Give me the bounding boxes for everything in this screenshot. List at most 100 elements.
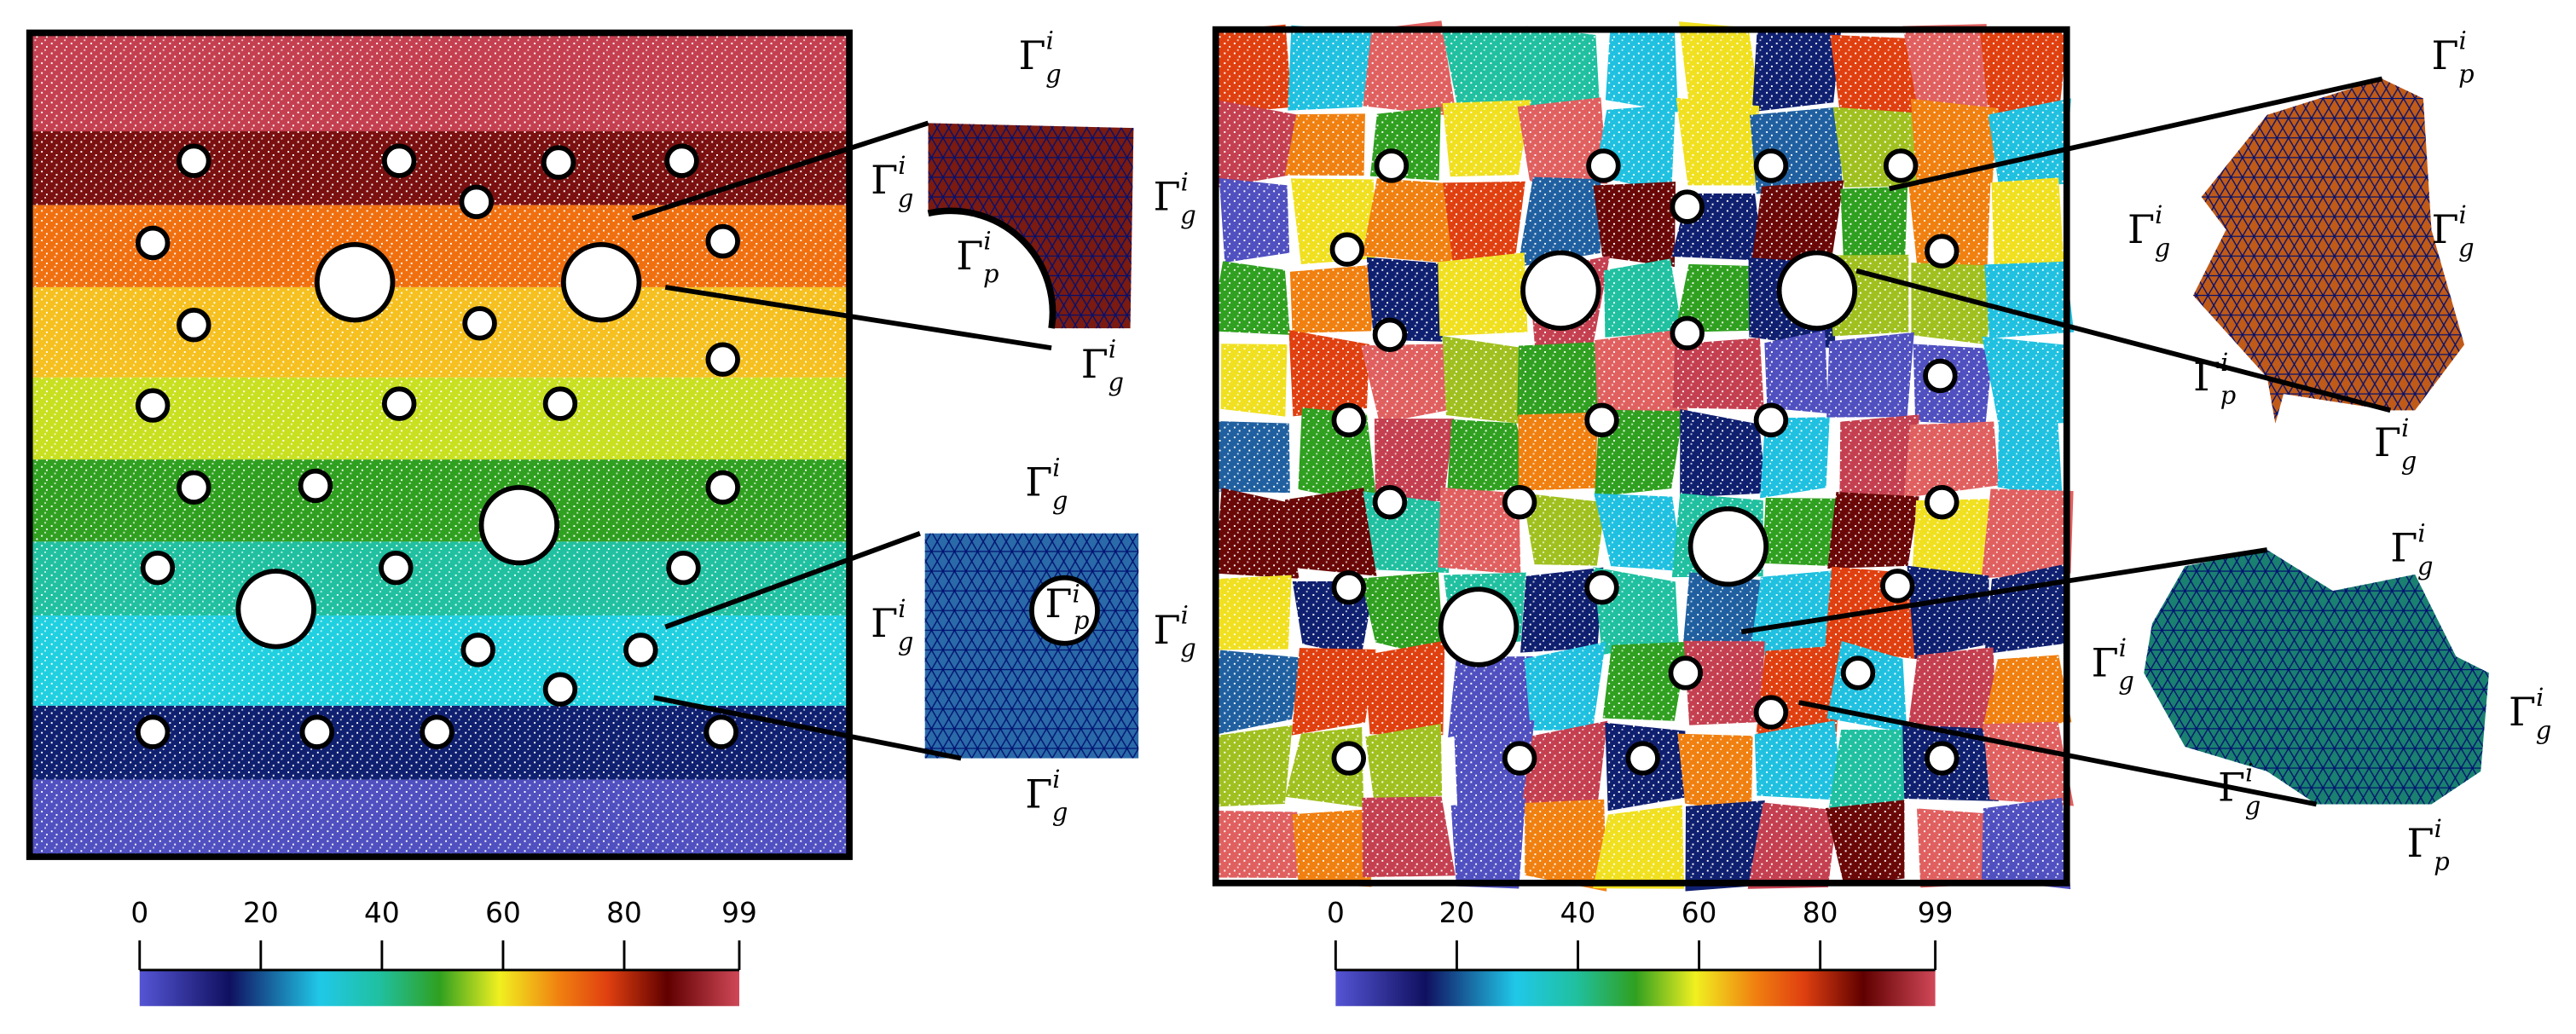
label-sup: i xyxy=(898,594,906,623)
hole xyxy=(299,714,335,749)
hole xyxy=(1670,189,1705,224)
hole xyxy=(705,470,740,505)
label-sub: g xyxy=(1180,200,1195,229)
domain-border xyxy=(26,29,853,860)
boundary-label: Γi g xyxy=(1025,765,1068,826)
label-sup: i xyxy=(2434,814,2442,843)
hole xyxy=(1372,484,1408,520)
boundary-label: Γi g xyxy=(2092,633,2134,695)
hole xyxy=(459,184,494,220)
label-sup: i xyxy=(1072,580,1080,609)
boundary-label: Γi g xyxy=(871,151,913,212)
hole xyxy=(664,143,699,178)
hole xyxy=(1584,570,1619,605)
label-sup: i xyxy=(898,151,906,180)
hole xyxy=(705,342,740,377)
hole xyxy=(1776,250,1858,331)
hole xyxy=(1883,148,1919,183)
label-base: Γ xyxy=(2218,765,2245,811)
label-sub: g xyxy=(2155,233,2170,262)
hole xyxy=(1372,317,1408,352)
hole xyxy=(542,672,578,707)
colorbar-tick-label: 0 xyxy=(130,897,148,929)
label-sub: g xyxy=(2417,552,2433,581)
hole xyxy=(1584,402,1619,438)
hole xyxy=(1374,148,1410,183)
label-sup: i xyxy=(2220,348,2228,377)
hole xyxy=(1331,570,1367,605)
label-sub: g xyxy=(1108,367,1123,396)
label-sub: g xyxy=(2536,715,2551,744)
boundary-label: Γi g xyxy=(2431,200,2474,262)
boundary-label: Γi g xyxy=(2218,758,2261,819)
label-base: Γ xyxy=(2374,419,2401,465)
label-base: Γ xyxy=(1025,459,1052,505)
boundary-label: Γi g xyxy=(2374,413,2417,475)
label-base: Γ xyxy=(2127,206,2155,252)
boundary-label: Γi g xyxy=(871,594,913,656)
colorbar-tick-label: 99 xyxy=(721,897,757,929)
hole xyxy=(1438,586,1520,667)
hole xyxy=(1520,250,1601,331)
boundary-label: Γi g xyxy=(1154,601,1196,662)
colorbar-tick-label: 20 xyxy=(1439,897,1475,929)
colorbar-tick-label: 40 xyxy=(1560,897,1596,929)
hole xyxy=(135,225,171,261)
insets xyxy=(631,76,2489,807)
hole xyxy=(1331,741,1367,776)
colorbar-tick-label: 20 xyxy=(243,897,279,929)
hole xyxy=(666,550,701,586)
label-sup: i xyxy=(2417,518,2425,547)
hole xyxy=(1586,148,1621,183)
label-sub: g xyxy=(2401,447,2417,476)
label-sup: i xyxy=(1052,765,1060,794)
inset-hole xyxy=(1029,575,1100,646)
left-domain xyxy=(26,29,853,860)
hole xyxy=(705,223,740,259)
label-sup: i xyxy=(2245,758,2253,787)
label-sup: i xyxy=(2155,200,2162,229)
boundary-labels: Γi gΓi g Γi gΓi pΓi gΓi gΓi gΓi p Γi gΓi gΓi pΓi g Γi gΓ… xyxy=(871,26,2551,876)
hole xyxy=(1331,402,1367,438)
hole xyxy=(1502,484,1537,520)
hole xyxy=(298,468,333,504)
inset-mesh xyxy=(2144,550,2489,805)
hole xyxy=(1687,505,1769,587)
hole xyxy=(1925,741,1959,776)
boundary-label: Γi g xyxy=(2509,683,2551,744)
label-base: Γ xyxy=(871,157,898,203)
label-sup: i xyxy=(1181,167,1189,196)
boundary-label: Γi p xyxy=(2407,814,2450,875)
colorbar xyxy=(1335,969,1936,1007)
label-base: Γ xyxy=(1154,607,1181,653)
hole xyxy=(177,470,211,505)
boundary-label: Γi g xyxy=(1154,167,1196,228)
boundary-label: Γi g xyxy=(1025,453,1068,514)
label-sup: i xyxy=(1052,453,1060,482)
connector-lines xyxy=(631,76,2392,807)
boundary-label: Γi g xyxy=(2127,200,2170,262)
colorbar-tick-label: 0 xyxy=(1327,897,1345,929)
label-sub: p xyxy=(2434,846,2449,875)
label-sub: p xyxy=(2458,59,2474,88)
colorbar-tick-label: 99 xyxy=(1918,897,1954,929)
hole xyxy=(1670,315,1705,351)
boundary-label: Γi p xyxy=(956,227,999,288)
colorbar-tick-label: 80 xyxy=(1803,897,1838,929)
label-base: Γ xyxy=(2407,820,2434,866)
colorbar xyxy=(139,969,739,1007)
hole xyxy=(379,550,414,586)
hole xyxy=(135,714,171,749)
particle-texture xyxy=(1215,29,2067,883)
clip-outside xyxy=(1183,0,1216,920)
inset-mesh xyxy=(928,123,1134,329)
hole xyxy=(623,633,658,667)
label-sub: g xyxy=(2245,791,2261,820)
label-base: Γ xyxy=(956,233,983,279)
label-base: Γ xyxy=(1019,32,1046,78)
label-sup: i xyxy=(2119,633,2127,662)
label-base: Γ xyxy=(2431,206,2458,252)
hole xyxy=(177,308,211,343)
colorbars: 0 20 40 60 80 99 0 20 40 60 80 99 xyxy=(130,897,1954,1007)
